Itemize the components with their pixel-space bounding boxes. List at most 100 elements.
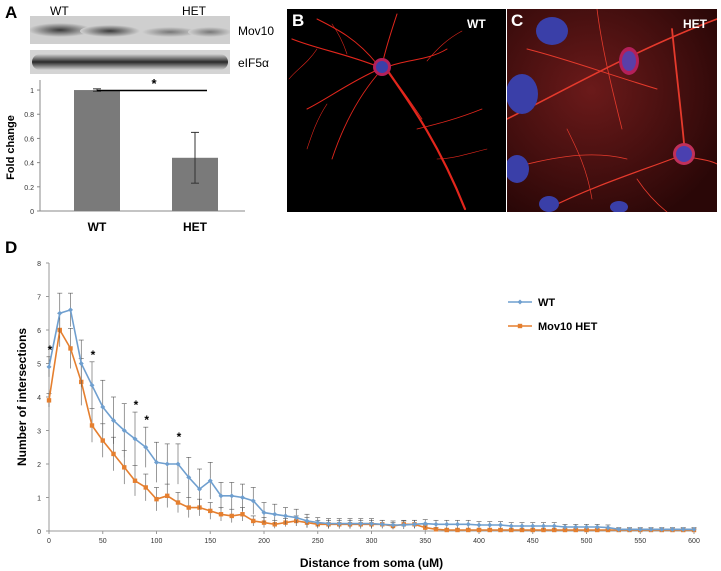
het-data-point [487, 527, 492, 533]
wt-data-point [584, 524, 589, 530]
significance-star: * [177, 430, 182, 444]
wt-data-point [691, 526, 697, 532]
het-data-point [595, 527, 600, 533]
blot-lane-label-wt: WT [50, 4, 69, 18]
wt-data-point [229, 493, 235, 499]
het-data-point [584, 527, 589, 533]
wt-data-point [498, 522, 503, 528]
wt-data-point [519, 523, 525, 529]
mov10-band-wt-2 [80, 25, 140, 37]
bar-category-label: WT [88, 220, 107, 234]
wt-data-point [455, 521, 460, 527]
wt-data-point [132, 436, 138, 442]
wt-data-point [422, 521, 428, 527]
wt-data-point [261, 510, 267, 516]
legend-het-label: Mov10 HET [538, 321, 598, 333]
wt-data-point [111, 417, 116, 423]
wt-data-point [616, 526, 622, 532]
wt-data-point [197, 486, 202, 492]
wt-data-point [670, 526, 675, 532]
bar-chart-y-tick-label: 0.4 [24, 161, 34, 168]
line-chart-x-tick-label: 500 [581, 538, 593, 545]
legend-wt-label: WT [538, 297, 555, 309]
wt-data-point [444, 521, 450, 527]
wt-data-point [164, 461, 170, 467]
het-data-point [154, 496, 159, 502]
bar-chart-y-tick-label: 0 [30, 209, 34, 216]
wt-data-point [186, 474, 192, 480]
wt-data-point [143, 444, 149, 450]
wt-data-point [433, 521, 439, 527]
wt-data-point [326, 521, 331, 527]
het-data-point [218, 512, 224, 517]
line-chart-x-tick-label: 400 [473, 538, 485, 545]
line-chart-y-tick-label: 7 [37, 295, 41, 302]
het-data-point [530, 527, 535, 533]
wt-data-point [250, 498, 256, 504]
wt-data-point [680, 526, 686, 532]
wt-data-point [207, 478, 213, 484]
fold-change-bar-chart: 0 0.2 0.4 0.6 0.8 1 Fold change WT HET * [5, 76, 245, 234]
wt-primary-dendrite [383, 65, 467, 211]
micrograph-het: C HET [507, 9, 717, 212]
wt-data-point [293, 515, 299, 521]
wt-data-point [154, 459, 159, 465]
wt-data-point [315, 520, 321, 526]
het-data-point [573, 527, 578, 533]
mov10-band-het-1 [142, 27, 198, 37]
eif5a-band [32, 54, 228, 70]
line-chart-y-tick-label: 8 [37, 261, 41, 268]
wt-data-point [175, 461, 181, 467]
het-data-point [433, 527, 439, 532]
sholl-analysis-line-chart: 0 1 2 3 4 5 6 7 8 0 50 100 150 200 250 300 350 400 450 500 5… [15, 261, 700, 570]
bar-wt [74, 90, 120, 211]
panel-label-a: A [5, 3, 18, 22]
line-chart-x-tick-label: 150 [204, 538, 216, 545]
wt-data-point [347, 521, 353, 527]
line-chart-x-axis-label: Distance from soma (uM) [300, 556, 443, 570]
western-blot: WT HET Mov10 [30, 0, 300, 78]
blot-lane-label-het: HET [182, 4, 206, 18]
micrograph-het-label: HET [683, 17, 707, 31]
eif5a-blot-strip [30, 50, 230, 74]
mov10-band-het-2 [188, 27, 230, 37]
wt-data-point [476, 522, 482, 528]
bar-chart-y-tick-label: 0.6 [24, 136, 34, 143]
bar-chart-y-tick-label: 0.8 [24, 112, 34, 119]
line-chart-y-tick-label: 1 [37, 496, 41, 503]
panel-label-c: C [511, 11, 524, 30]
wt-data-point [573, 524, 579, 530]
panel-label-d: D [5, 238, 18, 257]
het-data-point [541, 527, 546, 533]
wt-nucleus [376, 61, 388, 73]
line-chart-x-tick-label: 200 [258, 538, 270, 545]
wt-data-point [218, 493, 224, 499]
blot-label-mov10: Mov10 [238, 24, 275, 38]
het-data-point [100, 438, 105, 443]
het-data-point [186, 505, 191, 510]
het-data-point [208, 508, 213, 514]
bar-chart-y-tick-label: 1 [30, 88, 34, 95]
legend-het-marker [517, 323, 523, 329]
micrograph-wt: B WT [287, 9, 506, 212]
line-chart-x-tick-label: 300 [366, 538, 378, 545]
wt-data-point [605, 525, 611, 531]
wt-data-point [390, 522, 396, 528]
wt-data-point [78, 361, 84, 366]
wt-data-point [627, 526, 632, 532]
line-chart-x-tick-label: 600 [688, 538, 700, 545]
het-data-point [476, 527, 482, 533]
het-data-point [455, 527, 460, 533]
wt-data-point [551, 523, 557, 529]
line-chart-y-tick-label: 2 [37, 462, 41, 469]
het-data-point [111, 451, 116, 457]
line-chart-x-tick-label: 250 [312, 538, 324, 545]
het-data-point [46, 398, 52, 403]
het-data-point [122, 465, 127, 470]
line-chart-x-tick-label: 350 [419, 538, 431, 545]
legend-wt-marker [517, 299, 523, 305]
wt-data-point [401, 522, 407, 528]
bar-chart-y-axis-label: Fold change [5, 115, 17, 180]
het-data-point [498, 527, 503, 533]
wt-data-point [89, 382, 95, 388]
